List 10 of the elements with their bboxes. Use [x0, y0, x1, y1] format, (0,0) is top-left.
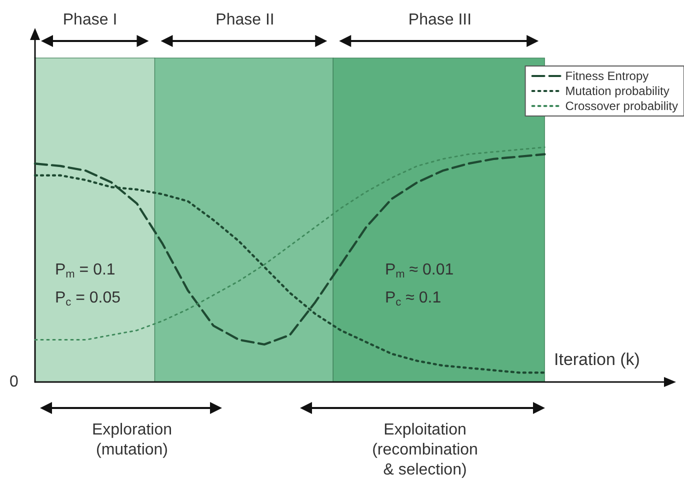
text: Phase III	[408, 12, 472, 28]
legend-label: Fitness Entropy	[565, 69, 649, 83]
legend-label: Crossover probability	[565, 99, 678, 113]
text: 0	[10, 374, 19, 390]
text: Phase II	[216, 12, 274, 28]
x-axis-title: Iteration (k)	[554, 350, 640, 369]
text: Phase I	[62, 12, 118, 28]
text: Exploitation (recombination & selection)	[372, 422, 478, 478]
legend-label: Mutation probability	[565, 84, 670, 98]
text: Exploration (mutation)	[92, 422, 172, 458]
